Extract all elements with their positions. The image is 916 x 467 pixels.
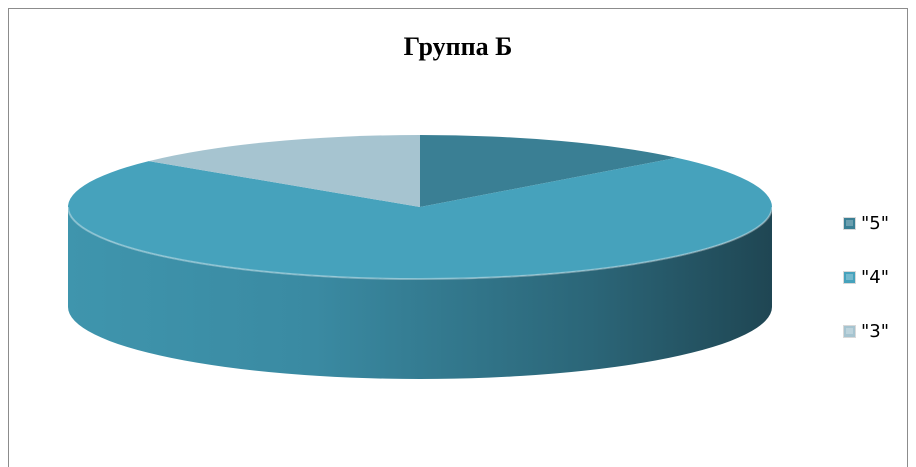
legend-label: "5" xyxy=(861,213,890,234)
pie-slice-0 xyxy=(420,135,677,207)
legend-label: "3" xyxy=(861,321,890,342)
chart-title: Группа Б xyxy=(403,32,513,61)
legend-item-5: "5" xyxy=(843,210,889,237)
pie-side-wall xyxy=(68,207,772,379)
legend-swatch xyxy=(843,271,856,284)
legend-item-4: "4" xyxy=(843,264,889,291)
legend-item-3: "3" xyxy=(843,318,889,345)
chart-legend: "5" "4" "3" xyxy=(843,210,889,372)
legend-swatch xyxy=(843,325,856,338)
pie-rim-highlight xyxy=(67,206,773,280)
legend-label: "4" xyxy=(861,267,890,288)
pie-slice-1 xyxy=(68,157,773,280)
pie-slice-2 xyxy=(148,135,420,207)
legend-swatch xyxy=(843,217,856,230)
